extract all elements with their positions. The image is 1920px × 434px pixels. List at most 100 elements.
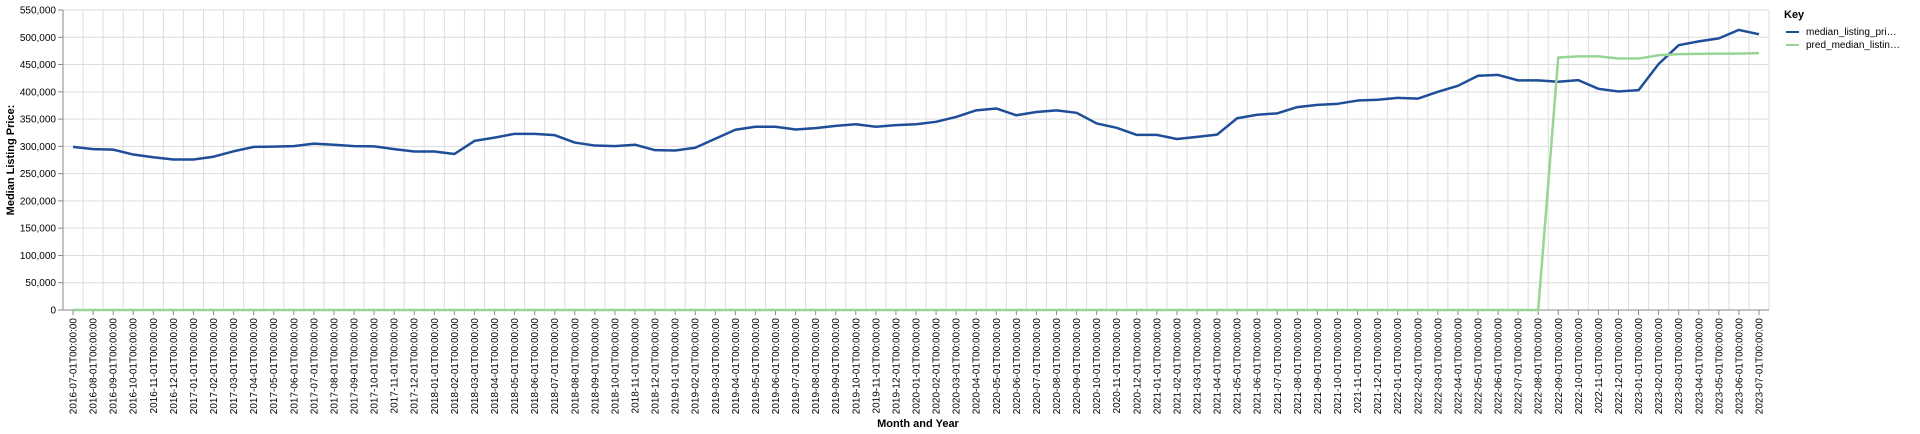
x-tick-label: 2017-01-01T00:00:00 [189,318,200,415]
x-tick-label: 2016-08-01T00:00:00 [89,318,100,415]
x-tick-label: 2017-12-01T00:00:00 [410,318,421,415]
x-tick-label: 2018-05-01T00:00:00 [510,318,521,415]
x-tick-label: 2018-12-01T00:00:00 [651,318,662,415]
x-tick-label: 2019-04-01T00:00:00 [731,318,742,415]
x-tick-label: 2018-01-01T00:00:00 [430,318,441,415]
y-tick-label: 250,000 [20,169,57,180]
x-tick-label: 2020-07-01T00:00:00 [1032,318,1043,415]
x-tick-label: 2021-07-01T00:00:00 [1273,318,1284,415]
x-tick-label: 2022-10-01T00:00:00 [1574,318,1585,415]
x-tick-label: 2023-07-01T00:00:00 [1754,318,1765,415]
x-tick-label: 2017-10-01T00:00:00 [370,318,381,415]
x-tick-label: 2022-03-01T00:00:00 [1433,318,1444,415]
x-tick-label: 2018-11-01T00:00:00 [631,318,642,414]
x-tick-label: 2020-10-01T00:00:00 [1092,318,1103,415]
x-tick-label: 2021-06-01T00:00:00 [1253,318,1264,415]
x-tick-label: 2022-04-01T00:00:00 [1453,318,1464,415]
x-tick-label: 2019-12-01T00:00:00 [891,318,902,415]
x-tick-label: 2018-03-01T00:00:00 [470,318,481,415]
x-tick-label: 2019-06-01T00:00:00 [771,318,782,415]
x-tick-label: 2022-08-01T00:00:00 [1534,318,1545,415]
x-tick-label: 2019-03-01T00:00:00 [711,318,722,415]
x-tick-label: 2018-04-01T00:00:00 [490,318,501,415]
x-tick-label: 2020-06-01T00:00:00 [1012,318,1023,415]
gridlines [62,9,1770,311]
legend-title: Key [1784,9,1805,21]
x-tick-label: 2020-01-01T00:00:00 [912,318,923,415]
x-tick-label: 2023-02-01T00:00:00 [1654,318,1665,415]
x-tick-label: 2018-06-01T00:00:00 [530,318,541,415]
x-tick-label: 2017-04-01T00:00:00 [249,318,260,415]
x-tick-label: 2021-10-01T00:00:00 [1333,318,1344,415]
x-tick-label: 2022-06-01T00:00:00 [1494,318,1505,415]
x-axis-title: Month and Year [877,418,959,430]
x-tick-label: 2021-09-01T00:00:00 [1313,318,1324,415]
x-tick-label: 2019-10-01T00:00:00 [851,318,862,415]
x-tick-label: 2020-11-01T00:00:00 [1112,318,1123,414]
x-tick-label: 2023-04-01T00:00:00 [1694,318,1705,415]
x-tick-label: 2019-07-01T00:00:00 [791,318,802,415]
y-tick-label: 450,000 [20,60,57,71]
x-tick-label: 2019-02-01T00:00:00 [691,318,702,415]
y-tick-label: 400,000 [20,87,57,98]
x-tick-label: 2019-05-01T00:00:00 [751,318,762,415]
x-tick-label: 2023-01-01T00:00:00 [1634,318,1645,415]
x-tick-label: 2017-08-01T00:00:00 [329,318,340,415]
x-tick-label: 2021-02-01T00:00:00 [1172,318,1183,415]
x-tick-label: 2019-09-01T00:00:00 [831,318,842,415]
x-tick-label: 2019-11-01T00:00:00 [871,318,882,414]
x-tick-label: 2021-11-01T00:00:00 [1353,318,1364,414]
series-lines [72,28,1760,312]
x-tick-label: 2016-11-01T00:00:00 [149,318,160,414]
x-tick-label: 2017-06-01T00:00:00 [289,318,300,415]
x-tick-label: 2023-05-01T00:00:00 [1714,318,1725,415]
x-tick-label: 2022-01-01T00:00:00 [1393,318,1404,415]
x-tick-label: 2018-09-01T00:00:00 [590,318,601,415]
x-tick-label: 2021-12-01T00:00:00 [1373,318,1384,415]
x-tick-label: 2021-01-01T00:00:00 [1152,318,1163,415]
legend: Key median_listing_pri… pred_median_list… [1784,9,1900,51]
x-tick-label: 2023-03-01T00:00:00 [1674,318,1685,415]
x-tick-label: 2021-04-01T00:00:00 [1213,318,1224,415]
y-tick-label: 100,000 [20,251,57,262]
x-tick-label: 2017-05-01T00:00:00 [269,318,280,415]
y-tick-label: 50,000 [25,278,56,289]
x-tick-label: 2020-08-01T00:00:00 [1052,318,1063,415]
x-tick-label: 2020-09-01T00:00:00 [1072,318,1083,415]
x-axis: 2016-07-01T00:00:00 2016-08-01T00:00:00 20… [63,309,1769,415]
x-tick-label: 2020-03-01T00:00:00 [952,318,963,415]
y-tick-label: 350,000 [20,115,57,126]
series-line-0 [72,28,1760,161]
x-tick-label: 2017-07-01T00:00:00 [309,318,320,415]
x-tick-label: 2021-05-01T00:00:00 [1233,318,1244,415]
x-tick-label: 2018-08-01T00:00:00 [570,318,581,415]
x-tick-label: 2018-07-01T00:00:00 [550,318,561,415]
x-tick-label: 2018-02-01T00:00:00 [450,318,461,415]
y-tick-label: 500,000 [20,33,57,44]
x-tick-label: 2021-03-01T00:00:00 [1192,318,1203,415]
x-tick-label: 2020-12-01T00:00:00 [1132,318,1143,415]
x-tick-label: 2020-02-01T00:00:00 [932,318,943,415]
x-tick-label: 2022-12-01T00:00:00 [1614,318,1625,415]
x-tick-label: 2019-08-01T00:00:00 [811,318,822,415]
y-tick-label: 0 [50,306,56,317]
x-tick-label: 2016-07-01T00:00:00 [69,318,80,415]
x-tick-label: 2022-09-01T00:00:00 [1554,318,1565,415]
x-tick-label: 2018-10-01T00:00:00 [610,318,621,415]
y-tick-label: 200,000 [20,196,57,207]
y-tick-label: 150,000 [20,224,57,235]
y-axis-title: Median Listing Price: [5,105,17,216]
x-tick-label: 2017-03-01T00:00:00 [229,318,240,415]
y-tick-label: 550,000 [20,6,57,17]
x-tick-label: 2021-08-01T00:00:00 [1293,318,1304,415]
x-tick-label: 2020-04-01T00:00:00 [972,318,983,415]
x-tick-label: 2016-12-01T00:00:00 [169,318,180,415]
x-tick-label: 2017-09-01T00:00:00 [350,318,361,415]
x-tick-label: 2023-06-01T00:00:00 [1734,318,1745,415]
x-tick-label: 2016-09-01T00:00:00 [109,318,120,415]
legend-label-median: median_listing_pri… [1806,27,1897,38]
series-line-1 [73,51,1759,312]
x-tick-label: 2019-01-01T00:00:00 [671,318,682,415]
legend-label-pred: pred_median_listin… [1806,40,1900,51]
